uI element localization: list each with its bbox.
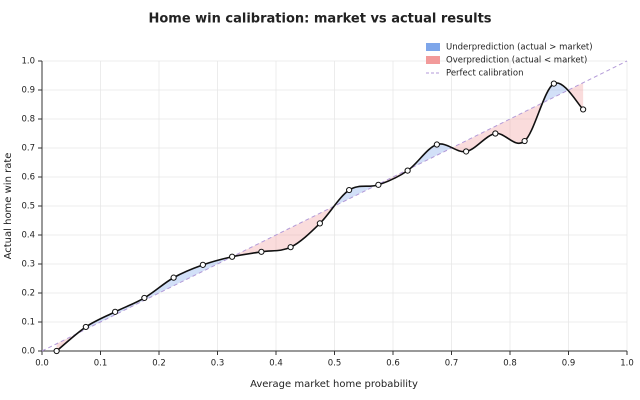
y-tick-label: 0.1 — [21, 318, 35, 328]
x-tick-label: 0.8 — [503, 359, 517, 369]
x-tick-label: 0.2 — [152, 359, 166, 369]
data-point — [580, 106, 587, 113]
data-point — [258, 248, 265, 255]
data-point — [287, 244, 294, 251]
legend-label: Underprediction (actual > market) — [446, 43, 593, 53]
legend-swatch — [426, 56, 440, 64]
y-tick-label: 0.8 — [21, 115, 35, 125]
data-point — [112, 308, 119, 315]
x-tick-label: 0.4 — [269, 359, 283, 369]
data-point — [53, 347, 60, 355]
x-tick-label: 0.1 — [94, 359, 108, 369]
x-tick-label: 0.0 — [35, 359, 49, 369]
data-point — [199, 261, 206, 268]
x-tick-label: 1.0 — [620, 359, 634, 369]
data-point — [229, 253, 236, 260]
y-tick-label: 0.5 — [21, 202, 35, 212]
legend-label: Overprediction (actual < market) — [446, 56, 587, 66]
data-point — [521, 137, 528, 145]
y-tick-label: 1.0 — [21, 57, 35, 67]
data-point — [433, 141, 440, 148]
y-tick-label: 0.9 — [21, 86, 35, 96]
legend-label: Perfect calibration — [446, 69, 523, 79]
data-point — [170, 274, 177, 281]
overprediction-area — [56, 82, 584, 351]
y-tick-label: 0.2 — [21, 289, 35, 299]
data-point — [463, 148, 470, 155]
x-tick-label: 0.7 — [445, 359, 459, 369]
y-tick-label: 0.3 — [21, 260, 35, 270]
data-point — [316, 220, 323, 227]
y-tick-label: 0.0 — [21, 347, 35, 357]
y-tick-label: 0.7 — [21, 144, 35, 154]
data-point — [404, 167, 411, 174]
reference-line — [41, 60, 628, 352]
x-tick-label: 0.5 — [328, 359, 342, 369]
y-tick-label: 0.4 — [21, 231, 35, 241]
x-tick-label: 0.6 — [386, 359, 400, 369]
x-axis-label: Average market home probability — [250, 379, 418, 390]
x-tick-label: 0.3 — [211, 359, 225, 369]
y-axis-label: Actual home win rate — [3, 153, 14, 260]
data-point — [375, 181, 382, 188]
legend-swatch — [426, 43, 440, 51]
data-point — [492, 130, 499, 137]
data-point — [346, 186, 353, 194]
chart-title: Home win calibration: market vs actual r… — [148, 12, 491, 27]
data-point — [82, 323, 89, 331]
x-tick-label: 0.9 — [562, 359, 576, 369]
data-point — [141, 294, 148, 302]
y-tick-label: 0.6 — [21, 173, 35, 183]
data-point — [550, 80, 557, 87]
